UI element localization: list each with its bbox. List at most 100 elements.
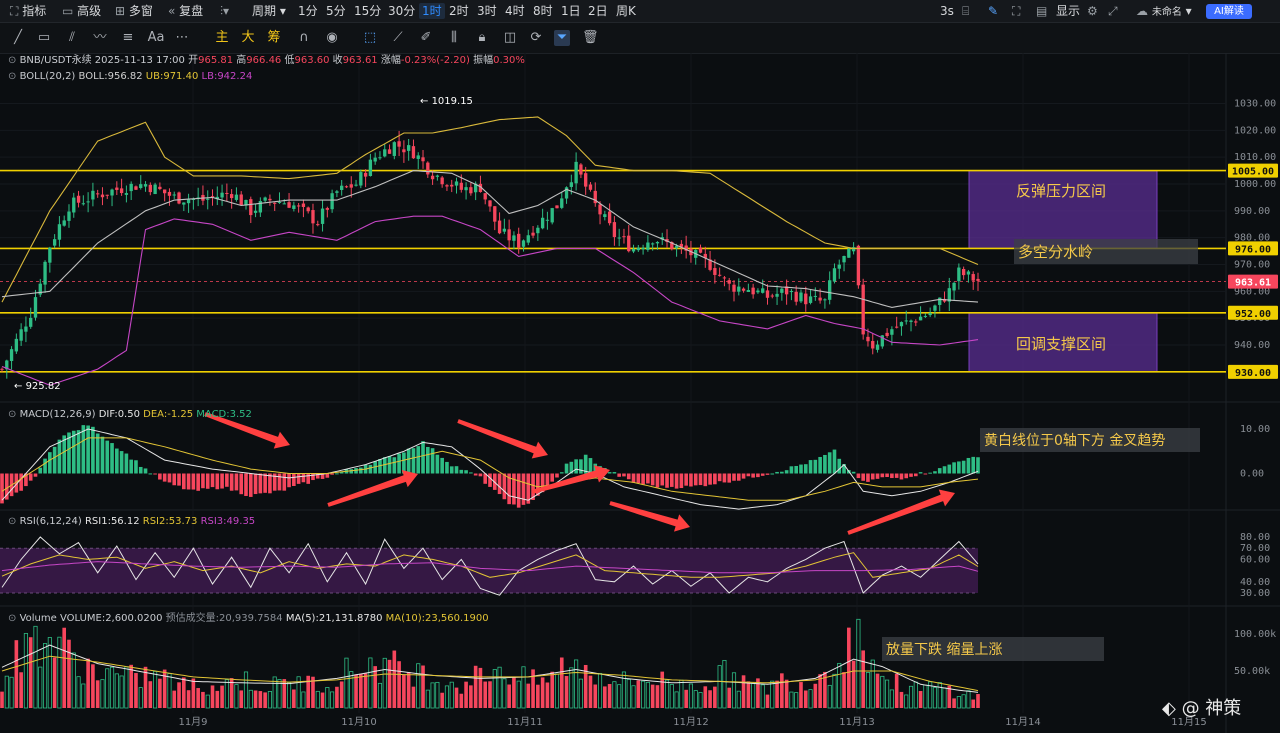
volume-bar	[803, 690, 808, 708]
sync-icon[interactable]: ⟳	[530, 30, 542, 45]
rectangle-icon[interactable]: ▭	[37, 30, 51, 45]
fullscreen-icon[interactable]: ⛶	[1012, 4, 1021, 18]
parallel-channel-icon[interactable]: ⫽	[69, 30, 75, 45]
period-15m[interactable]: 15分	[354, 4, 382, 18]
main-toggle[interactable]: 主	[215, 30, 229, 45]
macd-bar	[866, 473, 870, 482]
chip-toggle[interactable]: 筹	[267, 30, 281, 45]
measure-icon[interactable]: ⫼	[451, 30, 457, 45]
period-2h[interactable]: 2时	[449, 4, 469, 18]
volume-bar	[736, 690, 741, 709]
collapse-icon[interactable]: ⊙	[8, 71, 20, 82]
more-tools-icon[interactable]: ⋯	[175, 30, 189, 45]
text-tool[interactable]: Aa	[147, 30, 165, 45]
macd-bar	[512, 473, 516, 505]
filter-icon[interactable]: ⏷	[554, 30, 570, 46]
period-8h[interactable]: 8时	[533, 4, 553, 18]
volume-bar	[976, 694, 980, 708]
ruler-icon[interactable]: ⟋	[393, 30, 403, 45]
collapse-icon[interactable]: ⊙	[8, 516, 20, 527]
volume-bar	[368, 657, 373, 709]
collapse-icon[interactable]: ⊙	[8, 409, 20, 420]
macd-bar	[115, 448, 119, 474]
volume-bar	[14, 640, 19, 708]
refresh-interval[interactable]: 3s	[940, 4, 954, 18]
camera-icon[interactable]: ⌸	[962, 4, 970, 18]
macd-bar	[775, 471, 779, 474]
magnet-icon[interactable]: ∩	[299, 30, 309, 45]
candle-body	[392, 142, 396, 156]
macd-bar	[827, 452, 832, 474]
layers-icon[interactable]: ◫	[503, 30, 517, 45]
replay-button[interactable]: « 复盘	[168, 3, 203, 19]
fib-icon[interactable]: ≡	[122, 30, 134, 45]
wave-icon[interactable]: 〰	[93, 30, 107, 45]
period-4h[interactable]: 4时	[505, 4, 525, 18]
indicator-button[interactable]: ⛶ 指标	[10, 3, 46, 19]
period-1h[interactable]: 1时	[419, 3, 445, 19]
candle-body	[617, 237, 621, 239]
macd-bar	[957, 461, 961, 474]
ai-explain-button[interactable]: AI解读	[1206, 4, 1252, 19]
candle-body	[813, 295, 817, 297]
volume-bar	[832, 673, 837, 709]
trash-icon[interactable]: 🗑︎	[582, 30, 599, 45]
chart-canvas[interactable]: 1030.00 1020.00 1010.00 1000.00 990.00 980.00…	[0, 53, 1280, 733]
brush-icon[interactable]: ✐	[420, 30, 432, 45]
period-1w[interactable]: 周K	[616, 4, 636, 18]
macd-bar	[43, 458, 47, 474]
volume-bar	[492, 669, 497, 709]
eye-icon[interactable]: ◉	[326, 30, 338, 45]
macd-bar	[961, 460, 966, 474]
collapse-icon[interactable]: ⊙	[8, 613, 20, 624]
volume-bar	[71, 652, 76, 709]
macd-bar	[660, 473, 665, 486]
trendline-icon[interactable]: ╱	[14, 30, 22, 45]
period-5m[interactable]: 5分	[326, 4, 346, 18]
volume-bar	[760, 684, 765, 709]
cloud-layout-dropdown[interactable]: ☁ 未命名 ▾	[1136, 3, 1192, 19]
period-1m[interactable]: 1分	[298, 4, 318, 18]
display-button[interactable]: 显示	[1056, 4, 1081, 18]
macd-bar	[440, 457, 444, 474]
support-zone-label: 回调支撑区间	[1016, 335, 1107, 353]
macd-bar	[689, 473, 693, 487]
period-30m[interactable]: 30分	[388, 4, 416, 18]
pen-icon[interactable]: ✎	[988, 4, 999, 18]
candle-body	[81, 203, 85, 205]
volume-bar	[770, 680, 775, 709]
period-1d[interactable]: 1日	[561, 4, 581, 18]
boll-mid-value: BOLL:956.82	[78, 71, 143, 82]
period-2d[interactable]: 2日	[588, 4, 608, 18]
macd-bar	[851, 471, 856, 474]
collapse-icon[interactable]: ⊙	[8, 55, 20, 66]
candle-body	[947, 288, 951, 302]
advanced-button[interactable]: ▭ 高级	[62, 3, 101, 19]
candle-body	[579, 164, 583, 175]
candle-body	[100, 194, 105, 198]
select-icon[interactable]: ⬚	[363, 30, 377, 45]
period-dropdown[interactable]: 周期 ▾	[252, 3, 286, 19]
expand-icon[interactable]: ⤢	[1108, 4, 1118, 18]
macd-bar	[842, 464, 846, 474]
volume-bar	[784, 679, 789, 708]
candle-body	[885, 332, 889, 336]
period-3h[interactable]: 3时	[477, 4, 497, 18]
chart-type-icon[interactable]: ⫶▾	[220, 4, 230, 18]
multi-window-button[interactable]: ⊞ 多窗	[115, 3, 153, 19]
rsi-line-3	[1, 561, 979, 574]
macd-bar	[703, 473, 708, 487]
volume-bar	[904, 694, 909, 709]
volume-bar	[76, 676, 81, 709]
big-toggle[interactable]: 大	[241, 30, 255, 45]
volume-bar	[741, 675, 746, 708]
gear-icon[interactable]: ⚙	[1087, 4, 1098, 18]
layout-icon[interactable]: ▤	[1036, 4, 1048, 18]
lock-icon[interactable]: 🔒︎	[478, 30, 486, 45]
rsi-name: RSI(6,12,24)	[19, 516, 82, 527]
macd-bar	[588, 458, 593, 474]
macd-bar	[14, 473, 19, 493]
candle-body	[287, 202, 291, 208]
volume-bar	[703, 686, 708, 708]
candle-body	[124, 193, 129, 195]
